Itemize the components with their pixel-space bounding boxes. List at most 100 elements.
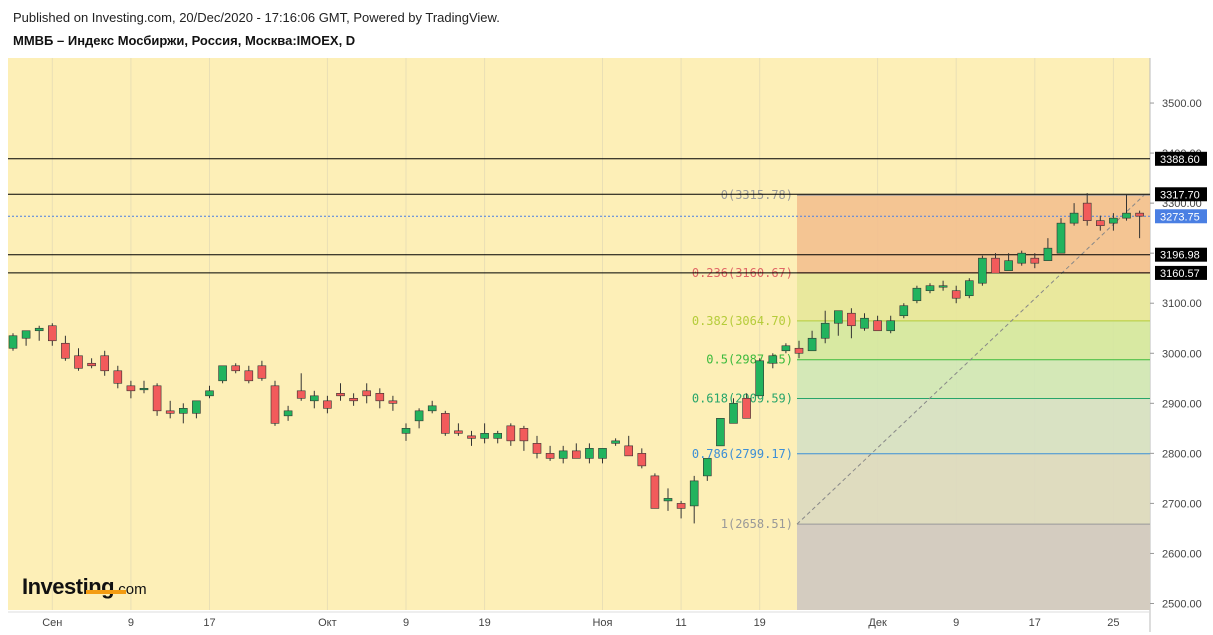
candle-body <box>244 370 254 382</box>
candle-body <box>296 390 306 399</box>
candle-body <box>388 400 398 404</box>
candle-body <box>558 450 568 459</box>
x-tick-label: 11 <box>675 617 686 629</box>
candle-body <box>899 305 909 317</box>
candle-body <box>414 410 424 422</box>
candle-body <box>598 448 607 459</box>
candle-body <box>1109 217 1118 224</box>
candle-body <box>637 453 647 467</box>
candle-body <box>833 310 843 324</box>
x-tick-label: 17 <box>1029 617 1041 629</box>
candle-body <box>571 450 581 459</box>
candle-body <box>218 365 227 382</box>
candle-body <box>192 400 201 414</box>
candle-body <box>951 290 961 299</box>
candle-body <box>87 362 96 367</box>
candle-body <box>781 345 791 352</box>
fib-level-label: 1(2658.51) <box>721 517 793 531</box>
logo-underline <box>86 590 126 594</box>
candle-body <box>794 347 804 354</box>
candle-body <box>113 370 123 384</box>
candle-body <box>768 355 778 364</box>
fib-level-label: 0.786(2799.17) <box>692 447 793 461</box>
candle-body <box>912 287 922 302</box>
fib-level-label: 0(3315.78) <box>721 188 793 202</box>
candle-body <box>847 312 856 327</box>
x-tick-label: 19 <box>478 617 490 629</box>
price-badge-label: 3196.98 <box>1160 250 1200 262</box>
candle-body <box>519 428 529 442</box>
candle-body <box>506 425 516 442</box>
candle-body <box>152 385 162 412</box>
candle-body <box>336 393 345 397</box>
candle-body <box>47 325 57 342</box>
x-tick-label: 9 <box>128 617 134 629</box>
y-tick-label: 3000.00 <box>1162 348 1202 360</box>
candle-body <box>742 398 751 419</box>
y-tick-label: 3100.00 <box>1162 298 1202 310</box>
x-tick-label: Окт <box>318 617 337 629</box>
candle-body <box>21 330 31 339</box>
candle-body <box>349 398 358 402</box>
candle-body <box>139 387 149 391</box>
price-badge-label: 3317.70 <box>1160 189 1200 201</box>
y-tick-label: 2600.00 <box>1162 548 1202 560</box>
candle-body <box>663 498 673 502</box>
candle-body <box>807 337 817 352</box>
candle-body <box>689 480 699 507</box>
fib-trend-line <box>796 194 1145 525</box>
candle-body <box>375 393 385 402</box>
published-caption: Published on Investing.com, 20/Dec/2020 … <box>13 10 500 25</box>
fib-zone <box>797 195 1150 273</box>
candle-body <box>585 448 594 459</box>
candle-body <box>454 430 463 434</box>
candle-body <box>886 320 896 332</box>
candle-body <box>676 503 686 509</box>
fib-zone <box>797 453 1150 525</box>
candle-body <box>165 410 175 414</box>
candle-body <box>270 385 280 424</box>
candle-body <box>1056 222 1066 254</box>
candle-body <box>440 413 450 434</box>
candle-body <box>650 475 660 509</box>
fib-zone <box>797 320 1150 360</box>
candle-body <box>427 405 437 412</box>
x-tick-label: Дек <box>868 617 887 629</box>
candle-body <box>1082 202 1092 221</box>
candle-body <box>755 360 765 397</box>
candle-body <box>1004 260 1013 271</box>
y-tick-label: 2800.00 <box>1162 448 1202 460</box>
candle-body <box>860 317 869 329</box>
candle-body <box>1122 212 1131 219</box>
logo-brand: Investing <box>22 574 115 599</box>
price-badge <box>1155 209 1207 224</box>
candle-body <box>8 335 18 349</box>
candle-body <box>1069 212 1079 224</box>
candle-body <box>938 285 948 288</box>
price-badge <box>1155 247 1207 262</box>
x-tick-label: Ноя <box>592 617 612 629</box>
y-tick-label: 2900.00 <box>1162 398 1202 410</box>
fib-level-label: 0.382(3064.70) <box>692 314 793 328</box>
candle-body <box>480 433 489 439</box>
candle-body <box>729 403 738 424</box>
x-tick-label: 19 <box>754 617 766 629</box>
candle-body <box>231 365 240 372</box>
candle-body <box>716 418 725 447</box>
candle-body <box>702 458 712 477</box>
candle-body <box>179 408 188 414</box>
candle-body <box>1030 257 1040 264</box>
fib-level-label: 0.5(2987.15) <box>706 353 793 367</box>
candle-body <box>925 285 935 292</box>
candle-body <box>624 445 634 457</box>
candle-body <box>873 320 882 332</box>
candle-body <box>362 390 372 397</box>
candle-body <box>257 365 267 379</box>
y-tick-label: 2700.00 <box>1162 498 1202 510</box>
candle-body <box>401 428 411 434</box>
candle-body <box>1096 220 1105 226</box>
y-tick-label: 3500.00 <box>1162 98 1202 110</box>
candle-body <box>61 342 70 359</box>
candle-body <box>74 355 83 369</box>
